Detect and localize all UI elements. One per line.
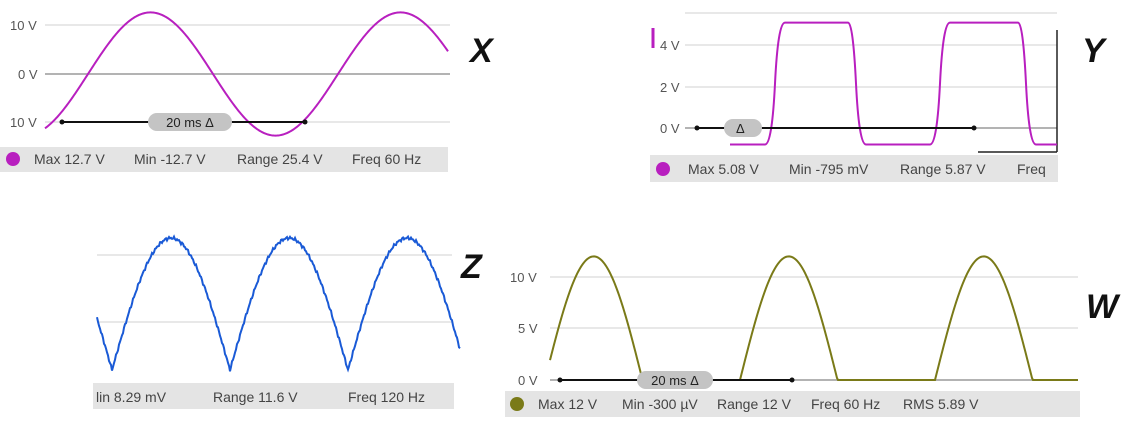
y-tick-label: 2 V	[660, 80, 680, 95]
y-tick-label: 10 V	[510, 270, 537, 285]
delta-marker-handle[interactable]	[971, 125, 977, 131]
stat-min: Min -795 mV	[789, 161, 869, 177]
panel-label: X	[468, 32, 495, 70]
y-tick-label: 5 V	[518, 321, 538, 336]
delta-badge-text: 20 ms Δ	[166, 115, 214, 130]
panel-z: Z lin 8.29 mV Range 11.6 V Freq 120 Hz	[93, 234, 483, 409]
panel-label: W	[1086, 288, 1121, 326]
trace-z	[96, 234, 461, 373]
panel-x: 10 V 0 V 10 V 20 ms Δ X Max 12.7 V Min -…	[0, 11, 495, 172]
y-tick-label: 4 V	[660, 38, 680, 53]
delta-badge	[724, 119, 762, 137]
delta-marker-handle[interactable]	[557, 377, 563, 383]
stat-max: Max 12.7 V	[34, 151, 105, 167]
stat-range: Range 11.6 V	[213, 389, 298, 405]
delta-badge-text: Δ	[736, 121, 745, 136]
delta-badge-text: 20 ms Δ	[651, 373, 699, 388]
delta-badge	[637, 371, 713, 389]
delta-marker-handle[interactable]	[789, 377, 795, 383]
stat-max: Max 5.08 V	[688, 161, 759, 177]
y-tick-label: 0 V	[18, 67, 38, 82]
trace-w	[549, 255, 1078, 381]
trace-x	[44, 11, 449, 137]
y-tick-label: 10 V	[10, 18, 37, 33]
panel-label: Y	[1082, 32, 1108, 70]
y-tick-label: 10 V	[10, 115, 37, 130]
y-tick-label: 0 V	[518, 373, 538, 388]
stat-freq: Freq	[1017, 161, 1046, 177]
panel-w: 10 V 5 V 0 V 20 ms Δ W Max 12 V Min -300…	[505, 255, 1121, 417]
stat-min: Min -12.7 V	[134, 151, 206, 167]
stat-min: Min -300 µV	[622, 396, 698, 412]
channel-color-dot[interactable]	[6, 152, 20, 166]
stat-range: Range 5.87 V	[900, 161, 986, 177]
measurement-bar	[650, 155, 1058, 182]
y-tick-label: 0 V	[660, 121, 680, 136]
channel-color-dot[interactable]	[510, 397, 524, 411]
delta-marker-handle[interactable]	[59, 119, 65, 125]
panel-y: 4 V 2 V 0 V Δ Y Max 5.08 V Min -795 mV R…	[650, 12, 1108, 182]
measurement-bar	[93, 383, 454, 409]
stat-freq: Freq 120 Hz	[348, 389, 425, 405]
stat-range: Range 12 V	[717, 396, 792, 412]
stat-freq: Freq 60 Hz	[352, 151, 421, 167]
channel-color-dot[interactable]	[656, 162, 670, 176]
delta-marker-handle[interactable]	[302, 119, 308, 125]
measurement-bar	[0, 147, 448, 172]
panel-label: Z	[460, 248, 483, 286]
measurement-bar	[505, 391, 1080, 417]
stat-min: lin 8.29 mV	[96, 389, 167, 405]
delta-marker-handle[interactable]	[694, 125, 700, 131]
stat-range: Range 25.4 V	[237, 151, 323, 167]
stat-rms: RMS 5.89 V	[903, 396, 979, 412]
trace-y	[730, 21, 1057, 146]
stat-max: Max 12 V	[538, 396, 598, 412]
stat-freq: Freq 60 Hz	[811, 396, 880, 412]
delta-badge	[148, 113, 232, 131]
